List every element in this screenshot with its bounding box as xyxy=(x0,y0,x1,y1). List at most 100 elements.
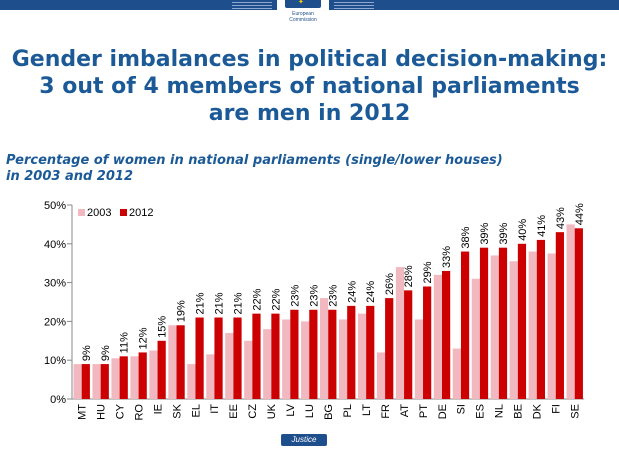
bar-2012-lu xyxy=(309,309,318,399)
banner-stripe-right xyxy=(334,0,374,10)
bar-2003-be xyxy=(509,261,518,399)
bar-2003-lv xyxy=(282,319,291,399)
x-tick-label-de: DE xyxy=(437,404,449,419)
y-tick-label: 0% xyxy=(50,394,66,406)
data-label-2012-es: 39% xyxy=(479,222,491,244)
x-tick-label-cz: CZ xyxy=(247,404,259,419)
x-tick-label-lv: LV xyxy=(285,403,297,416)
bar-2003-se xyxy=(566,224,575,399)
x-tick-label-pt: PT xyxy=(418,404,430,418)
bar-2003-lu xyxy=(301,321,310,399)
bar-2003-el xyxy=(187,364,196,399)
x-tick-label-fi: FI xyxy=(551,404,563,414)
x-tick-label-si: SI xyxy=(456,404,468,414)
page-title: Gender imbalances in political decision-… xyxy=(0,46,619,127)
bar-2012-fr xyxy=(385,298,394,399)
x-tick-label-ee: EE xyxy=(228,404,240,419)
bar-2003-cz xyxy=(244,340,253,399)
legend-label-2012: 2012 xyxy=(129,207,153,219)
bar-2003-bg xyxy=(320,298,329,399)
data-label-2012-uk: 22% xyxy=(270,288,282,310)
bar-2003-pt xyxy=(414,319,424,399)
bar-2003-hu xyxy=(92,364,101,399)
bar-2003-fi xyxy=(547,253,556,399)
bar-2012-ee xyxy=(233,317,242,399)
bar-2003-fr xyxy=(376,352,386,399)
bar-2012-es xyxy=(479,247,489,399)
bar-2012-nl xyxy=(498,247,508,399)
bar-2012-se xyxy=(574,228,583,399)
bar-2003-ee xyxy=(225,333,234,399)
data-label-2012-el: 21% xyxy=(195,292,207,314)
data-label-2012-dk: 41% xyxy=(536,215,548,237)
bar-2012-lv xyxy=(290,309,299,399)
x-tick-label-pl: PL xyxy=(342,404,354,417)
bar-2003-dk xyxy=(528,251,537,399)
data-label-2012-cy: 11% xyxy=(119,332,131,353)
x-tick-label-mt: MT xyxy=(76,404,88,420)
bar-2012-ie xyxy=(157,340,166,399)
data-label-2012-lt: 24% xyxy=(365,281,377,303)
data-label-2012-sk: 19% xyxy=(176,300,188,322)
bar-2003-ro xyxy=(130,356,139,399)
x-tick-label-at: AT xyxy=(399,404,411,418)
bar-2003-pl xyxy=(338,319,348,399)
x-tick-label-se: SE xyxy=(570,404,582,419)
eu-flag-icon: ✦ xyxy=(285,0,321,8)
data-label-2012-se: 44% xyxy=(574,203,586,225)
bar-2003-sk xyxy=(168,325,177,399)
legend-swatch-2003 xyxy=(78,209,85,216)
data-label-2012-at: 28% xyxy=(403,265,415,287)
data-label-2012-nl: 39% xyxy=(498,222,510,244)
bar-2003-at xyxy=(395,267,405,399)
legend-swatch-2012 xyxy=(120,209,127,216)
data-label-2012-bg: 23% xyxy=(327,285,339,307)
x-tick-label-es: ES xyxy=(475,404,487,419)
data-label-2012-lv: 23% xyxy=(289,285,301,307)
logo-line-2: Commission xyxy=(289,17,317,23)
data-label-2012-be: 40% xyxy=(517,219,529,241)
bar-2012-cy xyxy=(119,356,128,399)
x-tick-label-cy: CY xyxy=(114,403,126,419)
x-tick-label-sk: SK xyxy=(171,403,183,418)
data-label-2012-cz: 22% xyxy=(251,288,263,310)
bar-2012-uk xyxy=(271,313,280,399)
bar-2012-dk xyxy=(536,239,546,399)
bar-2012-ro xyxy=(138,352,147,399)
x-tick-label-uk: UK xyxy=(266,403,278,419)
logo-line-1: European xyxy=(292,11,314,17)
data-label-2012-si: 38% xyxy=(460,226,472,248)
y-tick-label: 30% xyxy=(44,278,66,290)
x-tick-label-bg: BG xyxy=(323,404,335,420)
x-tick-label-ie: IE xyxy=(152,404,164,414)
x-tick-label-dk: DK xyxy=(532,403,544,419)
bar-2012-hu xyxy=(100,364,109,399)
x-tick-label-lt: LT xyxy=(361,404,373,416)
bar-2003-de xyxy=(433,274,442,399)
bar-2003-es xyxy=(471,278,480,399)
bar-2012-fi xyxy=(555,232,564,399)
banner-stripe-left xyxy=(232,0,272,10)
data-label-2012-pt: 29% xyxy=(422,261,434,283)
bar-2012-mt xyxy=(81,364,90,399)
legend-label-2003: 2003 xyxy=(87,207,111,219)
bar-2012-de xyxy=(441,270,451,399)
x-tick-label-it: IT xyxy=(209,404,221,414)
data-label-2012-lu: 23% xyxy=(308,285,320,307)
bar-2012-cz xyxy=(252,313,261,399)
chart-subtitle: Percentage of women in national parliame… xyxy=(6,153,616,185)
y-tick-label: 20% xyxy=(44,316,66,328)
data-label-2012-mt: 9% xyxy=(81,345,93,361)
bar-2012-be xyxy=(517,243,527,399)
x-tick-label-lu: LU xyxy=(304,404,316,418)
data-label-2012-pl: 24% xyxy=(346,281,358,303)
bar-2012-lt xyxy=(366,305,375,399)
bar-2012-at xyxy=(404,290,413,399)
bar-2012-si xyxy=(460,251,470,399)
data-label-2012-ie: 15% xyxy=(157,316,169,338)
bar-2012-bg xyxy=(328,309,337,399)
data-label-2012-fi: 43% xyxy=(555,207,567,229)
y-tick-label: 10% xyxy=(44,355,66,367)
data-label-2012-it: 21% xyxy=(214,292,226,314)
bar-2003-lt xyxy=(357,313,367,399)
